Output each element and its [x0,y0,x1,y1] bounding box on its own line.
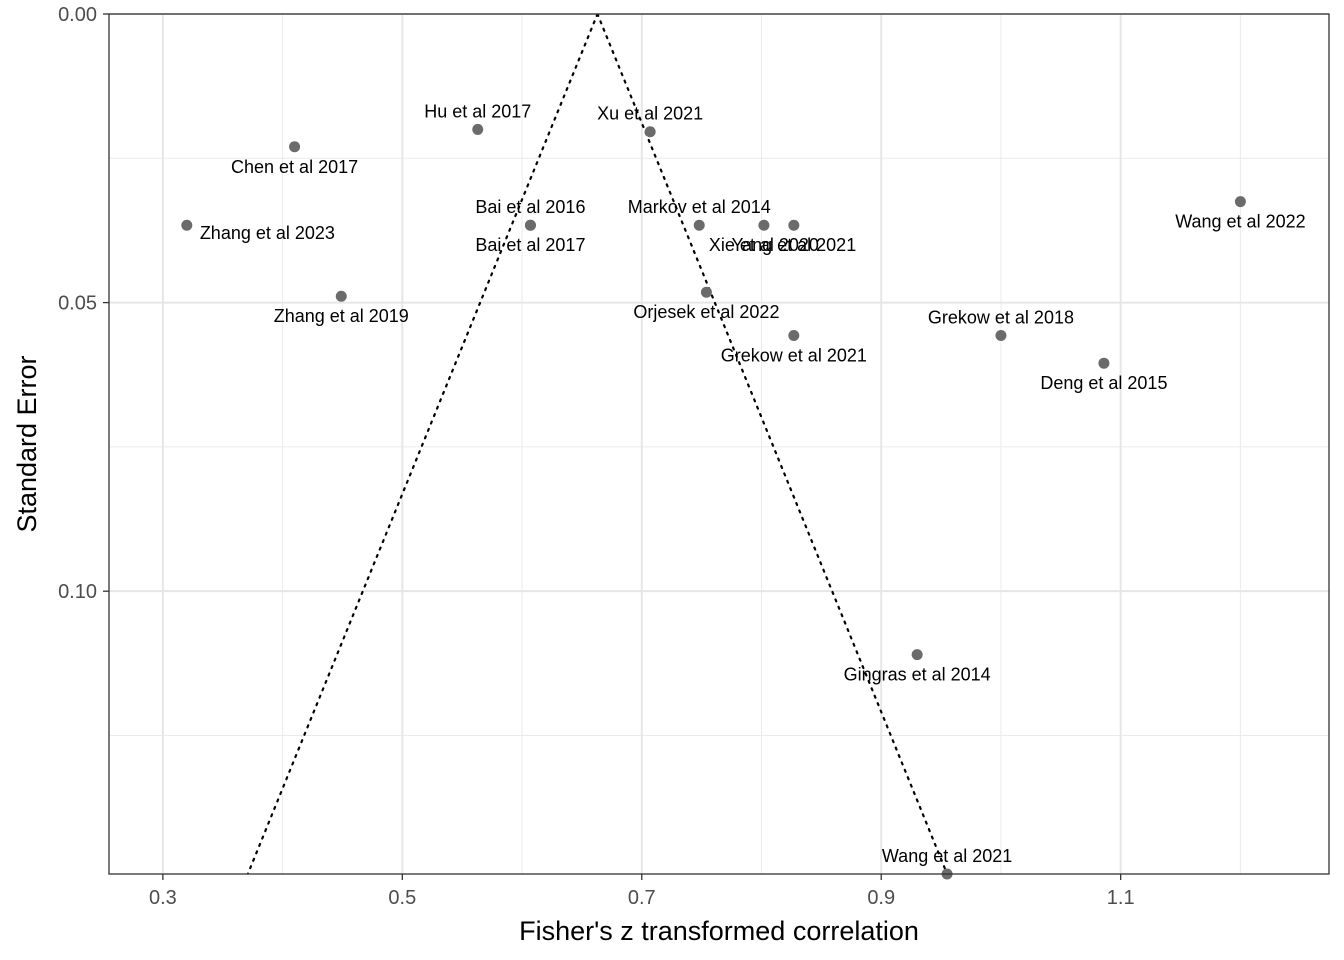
x-tick-label: 0.5 [388,887,416,909]
data-point [335,290,347,302]
minor-gridlines [109,14,1329,874]
x-tick-label: 0.7 [628,887,656,909]
point-label: Zhang et al 2023 [200,223,335,243]
panel-background [109,14,1329,874]
x-axis-title: Fisher's z transformed correlation [519,916,919,946]
data-point [700,286,712,298]
point-label: Xie et al 2020 [709,235,819,255]
y-tick-label: 0.10 [58,581,97,603]
funnel-lines [246,14,949,874]
point-label: Grekow et al 2021 [721,345,867,365]
data-point [758,219,770,231]
data-point [788,219,800,231]
point-label: Gingras et al 2014 [844,665,991,685]
data-point [181,219,193,231]
data-point [472,123,484,135]
data-point [693,219,705,231]
point-labels: Chen et al 2017 Hu et al 2017 Xu et al 202… [200,101,1306,866]
y-axis-ticks: 0.00 0.05 0.10 [58,4,109,603]
y-tick-label: 0.00 [58,4,97,26]
point-label: Wang et al 2021 [882,846,1012,866]
data-point [1234,196,1246,208]
y-axis-title: Standard Error [12,355,42,532]
point-label: Yang et al 2021 [731,235,856,255]
funnel-right-line [596,14,949,874]
data-point [788,329,800,341]
data-point [289,141,301,153]
point-label: Chen et al 2017 [231,157,358,177]
point-label: Markov et al 2014 [628,197,771,217]
x-tick-label: 1.1 [1107,887,1135,909]
point-label: Xu et al 2021 [597,104,703,124]
point-label: Orjesek et al 2022 [633,302,779,322]
point-label: Zhang et al 2019 [274,306,409,326]
x-tick-label: 0.9 [867,887,895,909]
point-label: Grekow et al 2018 [928,307,1074,327]
data-points [181,123,1246,880]
point-label: Wang et al 2022 [1175,212,1305,232]
y-tick-label: 0.05 [58,293,97,315]
data-point [644,126,656,138]
data-point [911,649,923,661]
point-label: Deng et al 2015 [1040,373,1167,393]
point-label: Bai et al 2016 [475,197,585,217]
panel-border [108,13,1330,875]
point-label: Bai et al 2017 [475,235,585,255]
x-axis-ticks: 0.3 0.5 0.7 0.9 1.1 [149,874,1135,909]
data-point [1098,357,1110,369]
point-label: Hu et al 2017 [424,101,531,121]
funnel-left-line [246,14,599,874]
x-tick-label: 0.3 [149,887,177,909]
data-point [995,329,1007,341]
data-point [524,219,536,231]
